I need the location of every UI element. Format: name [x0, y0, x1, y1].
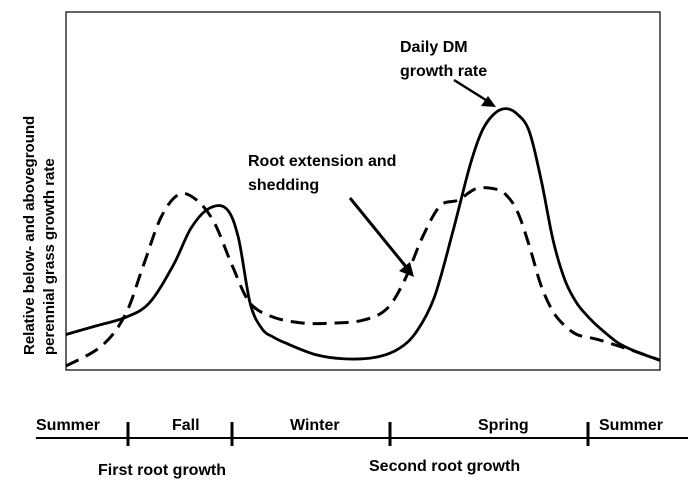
season-label-spring: Spring [478, 417, 529, 434]
event-label-first-root-growth: First root growth [98, 462, 226, 479]
season-label-summer-1: Summer [36, 417, 100, 434]
season-label-winter: Winter [290, 417, 340, 434]
series-line-daily-dm-growth [65, 107, 661, 362]
annotation-dm-line2: growth rate [400, 63, 487, 80]
annotation-root-line1: Root extension and [248, 153, 396, 170]
y-axis-label-line2: perennial grass growth rate [41, 158, 58, 355]
season-label-fall: Fall [172, 417, 200, 434]
annotation-dm-line1: Daily DM [400, 39, 468, 56]
event-label-second-root-growth: Second root growth [369, 458, 520, 475]
season-label-summer-2: Summer [599, 417, 663, 434]
annotation-root-arrowhead [399, 262, 414, 277]
plot-frame [65, 11, 661, 371]
annotation-dm-arrow [453, 78, 490, 104]
annotation-root-line2: shedding [248, 177, 319, 194]
annotation-dm-arrowhead [481, 96, 496, 107]
y-axis-label-line1: Relative below- and aboveground [21, 116, 38, 355]
series-line-root-extension [65, 186, 661, 368]
annotation-root-arrow [348, 197, 409, 269]
